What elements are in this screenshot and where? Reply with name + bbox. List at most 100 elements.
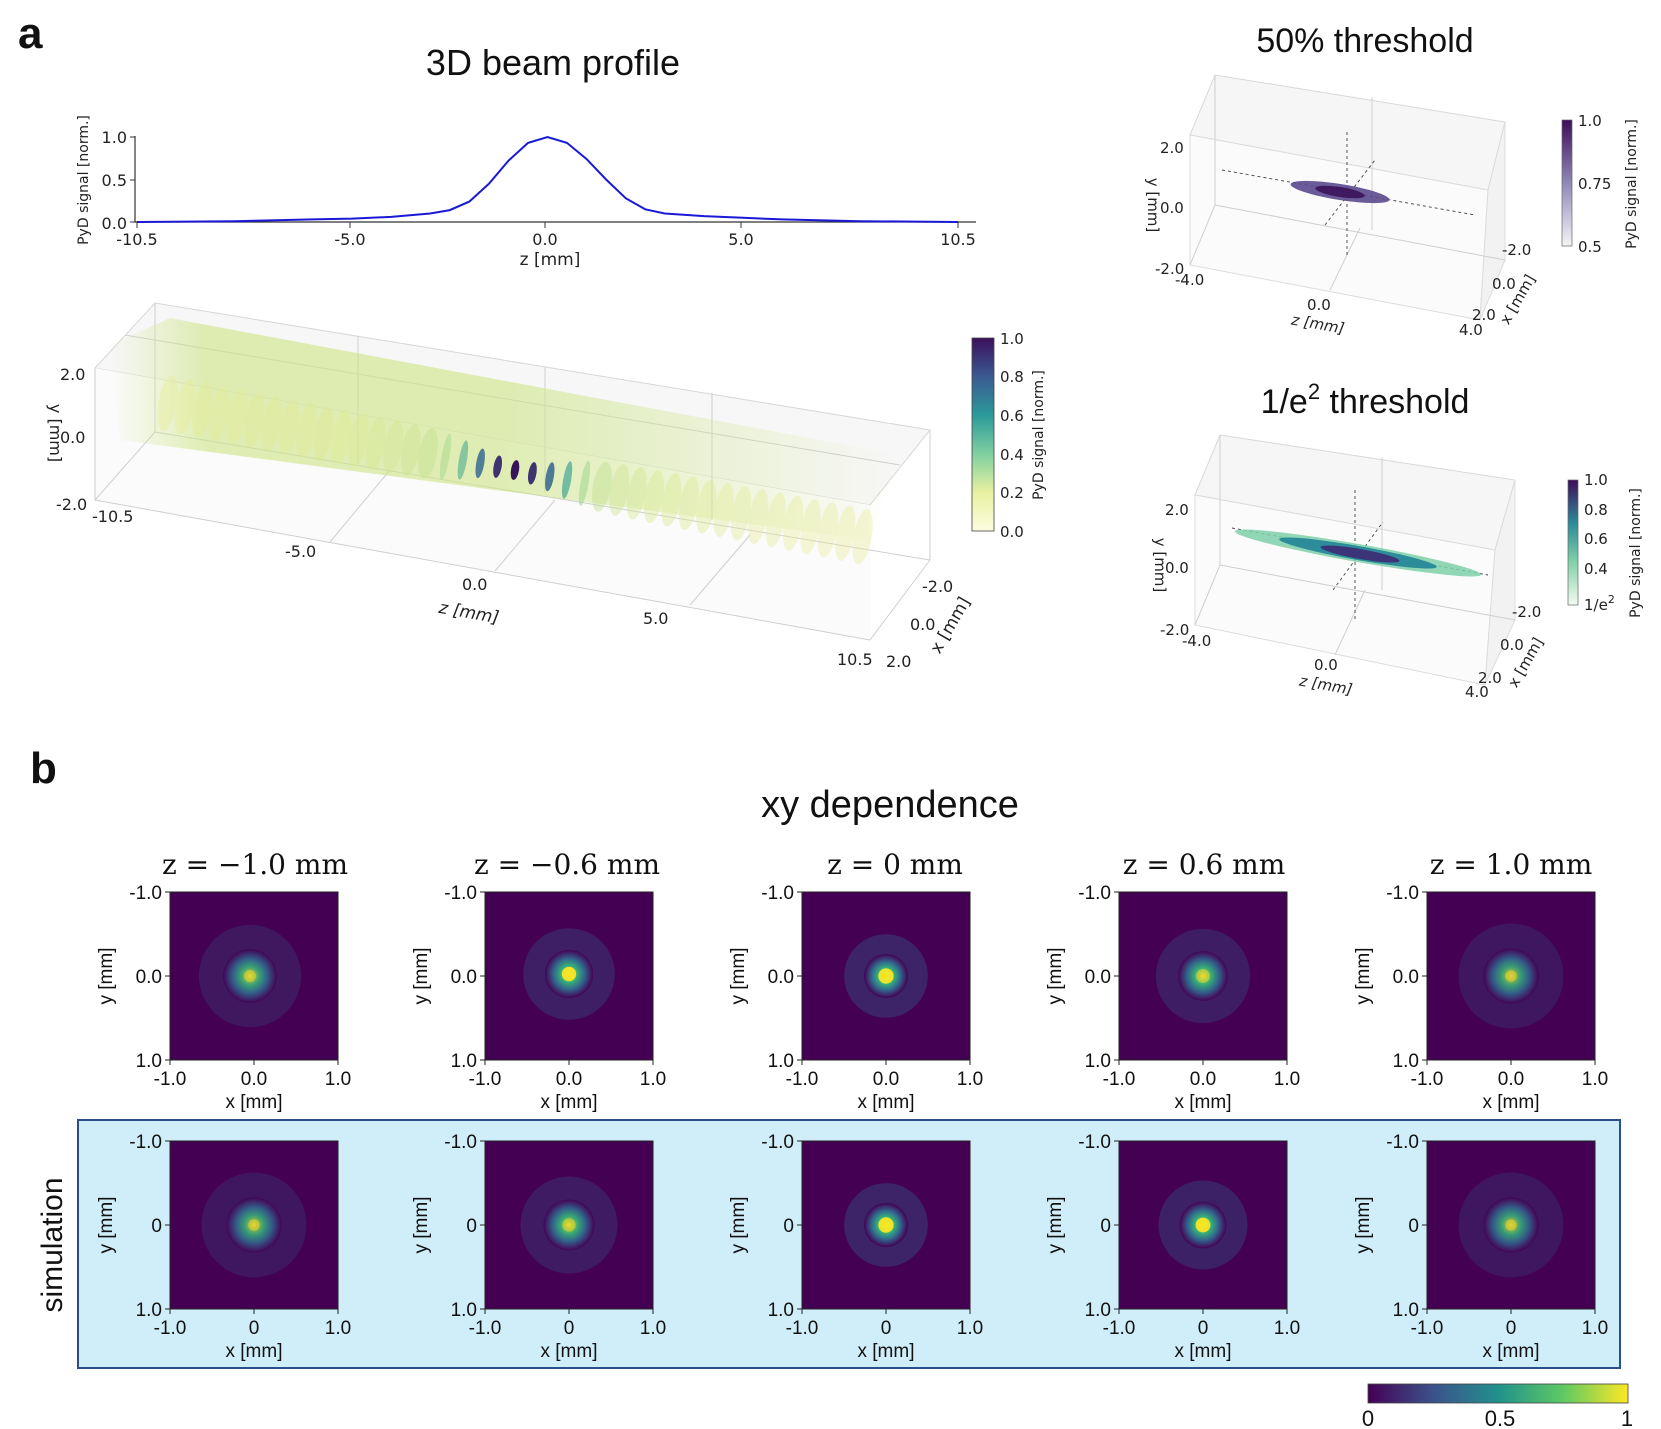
threshold-e2-ytick: -2.0 — [1160, 621, 1189, 639]
threshold50-ztick: 0.0 — [1307, 296, 1331, 314]
beam-disc — [696, 479, 717, 534]
measurement-xtick: 0.0 — [1190, 1069, 1216, 1090]
measurement-xtick: 0.0 — [1498, 1069, 1524, 1090]
simulation-heatmap: -1.0 -1.0 0 0 1.0 1.0 x [mm] y [mm] — [1045, 1132, 1300, 1362]
measurement-ytick: -1.0 — [444, 883, 477, 904]
xy-cbar-tick: 0.5 — [1485, 1406, 1516, 1429]
simulation-xlabel: x [mm] — [226, 1341, 283, 1362]
measurement-ytick: 1.0 — [1085, 1051, 1111, 1072]
simulation-ylabel: y [mm] — [728, 1197, 749, 1254]
simulation-ytick: 1.0 — [1085, 1300, 1111, 1321]
beam-disc — [561, 461, 573, 499]
simulation-beam-peak — [562, 1218, 576, 1232]
measurement-ylabel: y [mm] — [728, 948, 749, 1005]
measurement-xtick: 1.0 — [1582, 1069, 1608, 1090]
threshold50-ytick: 0.0 — [1160, 199, 1184, 217]
profile-xtick: 5.0 — [728, 230, 753, 249]
panel-b-label: b — [30, 744, 57, 793]
beam-disc — [578, 460, 591, 506]
threshold-e2-xtick: 0.0 — [1500, 636, 1524, 654]
volume3d-ticks: 2.0 0.0 -2.0 -10.5 -5.0 0.0 5.0 10.5 -2.… — [56, 365, 953, 671]
threshold50-ztick: 4.0 — [1459, 321, 1483, 339]
beam-disc — [365, 416, 387, 470]
volume3d-ztick: -10.5 — [92, 507, 133, 526]
volume3d-colorbar-label: PyD signal [norm.] — [1031, 370, 1047, 500]
measurement-xtick: 0.0 — [556, 1069, 582, 1090]
beam-disc — [678, 476, 699, 531]
beam-disc — [400, 424, 421, 476]
simulation-ytick: 1.0 — [136, 1300, 162, 1321]
measurement-ylabel: y [mm] — [411, 948, 432, 1005]
threshold50-ylabel: y [mm] — [1144, 178, 1162, 233]
beam-disc — [765, 492, 786, 548]
simulation-beam-peak — [1505, 1219, 1517, 1231]
threshold-e2-volume-core — [1320, 545, 1400, 563]
threshold-e2-zlabel: z [mm] — [1297, 671, 1354, 698]
simulation-heatmap: -1.0 -1.0 0 0 1.0 1.0 x [mm] y [mm] — [1353, 1132, 1608, 1362]
volume3d-cbar-tick: 1.0 — [1000, 330, 1024, 348]
threshold-e2-xtick: -2.0 — [1512, 603, 1541, 621]
threshold50-ytick: -2.0 — [1155, 260, 1184, 278]
simulation-heatmap: -1.0 -1.0 0 0 1.0 1.0 x [mm] y [mm] — [728, 1132, 983, 1362]
threshold50-cbar-tick: 0.5 — [1578, 238, 1602, 256]
beam-disc — [209, 385, 230, 441]
simulation-ytick: 0 — [783, 1216, 794, 1237]
slice-title: z = −0.6 mm — [474, 848, 660, 881]
simulation-xtick: 0 — [564, 1318, 575, 1339]
beam-disc — [261, 396, 282, 451]
threshold50-title: 50% threshold — [1256, 22, 1473, 60]
threshold-e2-cbar-tick: 1.0 — [1584, 471, 1608, 489]
simulation-beam-spot — [226, 1197, 282, 1253]
threshold-e2-cbar-tick: 0.6 — [1584, 530, 1608, 548]
profile-xtick: -10.5 — [116, 230, 157, 249]
threshold50-ztick: -4.0 — [1175, 271, 1204, 289]
slice-title: z = 1.0 mm — [1430, 848, 1593, 881]
measurement-heatmap: -1.0 -1.0 0.0 0.0 1.0 1.0 x [mm] y [mm] — [728, 883, 983, 1113]
beam-disc — [748, 489, 769, 544]
beam-disc — [475, 448, 485, 479]
simulation-beam-spot — [543, 1199, 595, 1251]
profile-line — [136, 135, 959, 223]
threshold-e2-ztick: 4.0 — [1465, 683, 1489, 701]
beam-disc — [383, 420, 404, 473]
simulation-beam-peak — [248, 1219, 260, 1231]
measurement-beam-spot — [1178, 951, 1228, 1001]
simulation-xlabel: x [mm] — [1483, 1341, 1540, 1362]
measurement-beam-peak — [561, 966, 577, 982]
profile-plot: 1.0 0.5 0.0 -10.5 -5.0 0.0 5.0 10.5 z [m… — [76, 115, 976, 270]
threshold50-plot: 50% threshold 2.0 0.0 -2.0 -4.0 0.0 4.0 … — [1144, 22, 1640, 339]
threshold-e2-ytick: 2.0 — [1165, 501, 1189, 519]
beam-disc — [800, 499, 821, 555]
threshold-e2-colorbar — [1567, 479, 1579, 606]
simulation-ytick: -1.0 — [1386, 1132, 1419, 1153]
beam-disc — [609, 464, 630, 516]
simulation-beam-spot — [1483, 1197, 1539, 1253]
volume3d-beam-discs — [157, 375, 873, 565]
beam-disc — [592, 461, 612, 512]
beam-disc — [493, 455, 503, 478]
measurement-ytick: 0.0 — [768, 967, 794, 988]
measurement-beam-peak — [1196, 969, 1210, 983]
simulation-xlabel: x [mm] — [858, 1341, 915, 1362]
threshold-e2-ytick: 0.0 — [1165, 559, 1189, 577]
profile-xtick: 10.5 — [940, 230, 976, 249]
simulation-xtick: 0 — [881, 1318, 892, 1339]
volume3d-ytick: -2.0 — [56, 495, 87, 514]
measurement-xtick: -1.0 — [154, 1069, 187, 1090]
volume3d-xtick: 2.0 — [886, 652, 911, 671]
threshold50-core — [1315, 185, 1365, 199]
measurement-xtick: -1.0 — [1411, 1069, 1444, 1090]
volume3d-cbar-tick: 0.8 — [1000, 368, 1024, 386]
heatmap-grid: z = −1.0 mm-1.0-1.00.00.01.01.0x [mm]y [… — [96, 848, 1608, 1362]
beam-disc — [418, 428, 439, 479]
measurement-xtick: 1.0 — [325, 1069, 351, 1090]
beam-disc — [661, 473, 682, 527]
measurement-ylabel: y [mm] — [96, 948, 117, 1005]
volume3d-ytick: 0.0 — [60, 428, 85, 447]
measurement-xtick: 0.0 — [873, 1069, 899, 1090]
measurement-ylabel: y [mm] — [1353, 948, 1374, 1005]
simulation-ytick: -1.0 — [761, 1132, 794, 1153]
beam-disc — [174, 379, 195, 435]
measurement-xtick: 1.0 — [640, 1069, 666, 1090]
beam-disc — [527, 462, 537, 485]
